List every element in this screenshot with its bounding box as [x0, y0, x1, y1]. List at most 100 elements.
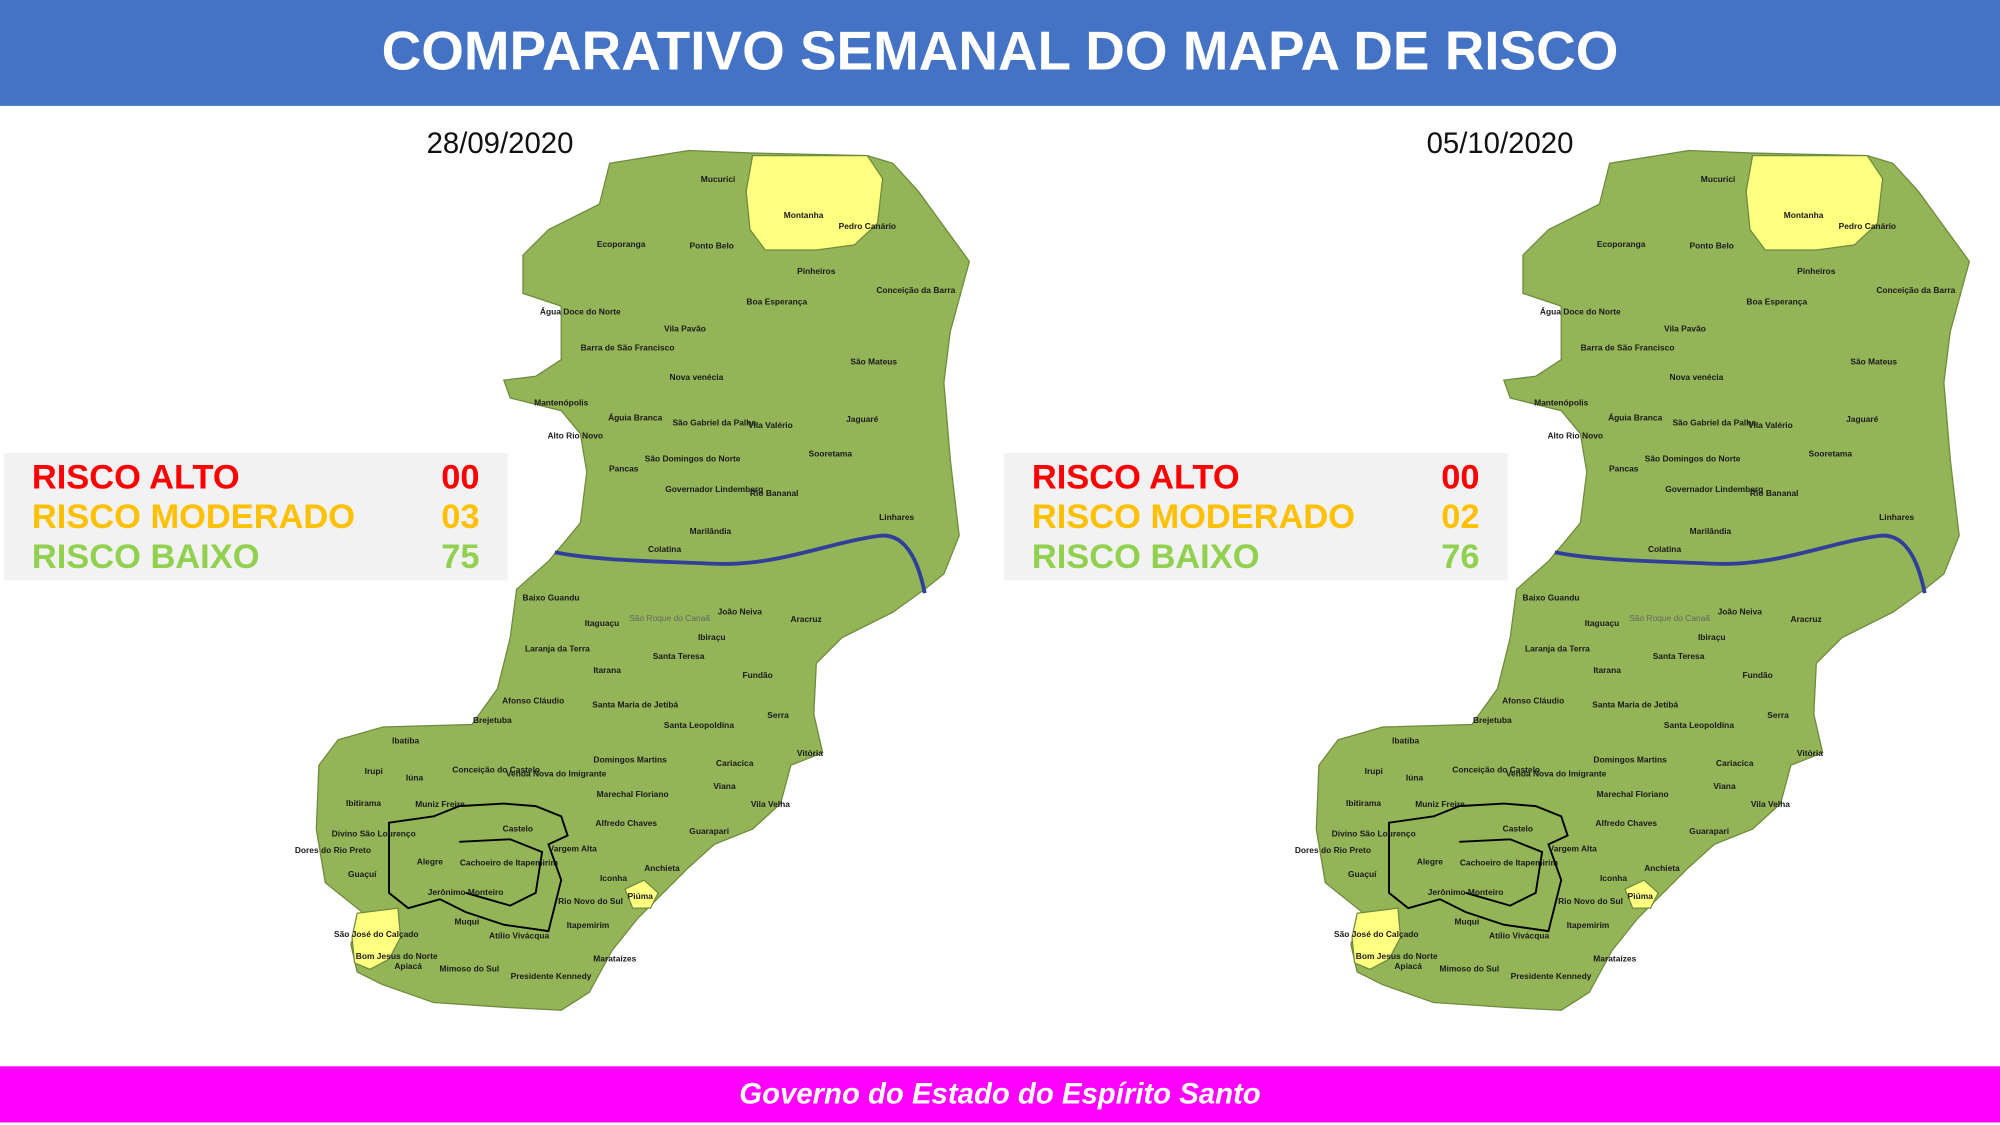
title: COMPARATIVO SEMANAL DO MAPA DE RISCO: [382, 19, 1619, 81]
municipality-label: Domingos Martins: [1593, 754, 1667, 764]
municipality-label: Jerônimo Monteiro: [1428, 887, 1504, 897]
municipality-label: São Domingos do Norte: [1645, 453, 1741, 463]
municipality-label: Colatina: [1648, 544, 1681, 554]
municipality-label: Boa Esperança: [746, 297, 807, 307]
municipality-label: Montanha: [784, 210, 824, 220]
municipality-label: Dores do Rio Preto: [1295, 845, 1371, 855]
municipality-label: Vila Pavão: [664, 323, 706, 333]
municipality-label: Santa Teresa: [1653, 651, 1705, 661]
municipality-label: Presidente Kennedy: [1511, 971, 1592, 981]
municipality-label: Laranja da Terra: [525, 643, 590, 653]
footer-bar: [0, 1066, 2000, 1123]
municipality-label: Santa Leopoldina: [664, 720, 734, 730]
municipality-label: Linhares: [1879, 512, 1914, 522]
state-map: Mucurici Montanha Pedro Canário Ecoporanga P…: [1295, 149, 1971, 1011]
state-shape: [315, 149, 971, 1011]
municipality-label: Muqui: [454, 916, 479, 926]
risk-count: 76: [1441, 538, 1479, 576]
municipality-label: São Mateus: [1850, 356, 1897, 366]
municipality-label: Apiacá: [394, 961, 422, 971]
municipality-label: Castelo: [1503, 823, 1533, 833]
region-border: [388, 802, 569, 933]
municipality-label: Cachoeiro de Itapemirim: [1460, 858, 1558, 868]
municipality-label: Guaçuí: [348, 869, 377, 879]
municipality-label: Muniz Freire: [415, 799, 465, 809]
municipality-label: Cariacica: [1716, 758, 1754, 768]
municipality-label: João Neiva: [718, 606, 763, 616]
municipality-label: Viana: [1713, 781, 1736, 791]
risk-count: 00: [1441, 459, 1479, 497]
municipality-label: Rio Novo do Sul: [1558, 896, 1623, 906]
municipality-label: Montanha: [1784, 210, 1824, 220]
municipality-label: Guaçuí: [1348, 869, 1377, 879]
municipality-label: Pedro Canário: [1839, 221, 1896, 231]
municipality-label: Conceição da Barra: [1876, 285, 1955, 295]
municipality-label: Rio Bananal: [1750, 488, 1799, 498]
municipality-label: Vargem Alta: [1549, 844, 1598, 854]
municipality-label: Bom Jesus do Norte: [356, 951, 438, 961]
municipality-label: Guarapari: [689, 826, 729, 836]
municipality-label: Governador Lindemberg: [1665, 484, 1763, 494]
municipality-label: Mimoso do Sul: [1439, 964, 1499, 974]
risk-label: RISCO MODERADO: [32, 498, 355, 536]
map-date: 05/10/2020: [1427, 127, 1574, 160]
municipality-label: Ibiraçu: [698, 632, 726, 642]
moderate-region: [351, 907, 402, 971]
municipality-label: Itaguaçu: [585, 618, 620, 628]
municipality-label: Colatina: [648, 544, 681, 554]
municipality-label: Dores do Rio Preto: [295, 845, 371, 855]
municipality-label: Fundão: [742, 670, 772, 680]
municipality-label: Nova venécia: [1670, 372, 1724, 382]
municipality-label: Marechal Floriano: [597, 789, 669, 799]
municipality-label: Ecoporanga: [1597, 239, 1646, 249]
municipality-label: Aracruz: [1790, 614, 1821, 624]
municipality-label: Alfredo Chaves: [1595, 818, 1657, 828]
municipality-label: São José do Calçado: [334, 929, 419, 939]
municipality-label: Laranja da Terra: [1525, 643, 1590, 653]
municipality-label: Pancas: [609, 464, 639, 474]
municipality-label: São José do Calçado: [1334, 929, 1419, 939]
municipality-label: Mucurici: [1701, 174, 1736, 184]
municipality-label: Boa Esperança: [1746, 297, 1807, 307]
municipality-label: Alegre: [417, 856, 443, 866]
municipality-label: Ibitirama: [1346, 798, 1381, 808]
municipality-label: Venda Nova do Imigrante: [1506, 768, 1607, 778]
municipality-label: Presidente Kennedy: [511, 971, 592, 981]
municipality-label: Divino São Lourenço: [332, 828, 416, 838]
municipality-label: Mimoso do Sul: [439, 964, 499, 974]
municipality-label: Vitória: [1797, 748, 1823, 758]
municipality-label: Água Doce do Norte: [540, 306, 621, 317]
risk-count: 00: [441, 459, 479, 497]
municipality-label: Vila Velha: [1751, 799, 1790, 809]
municipality-label: Itaguaçu: [1585, 618, 1620, 628]
municipality-label: Piúma: [1628, 891, 1654, 901]
municipality-label: Iúna: [1406, 772, 1424, 782]
municipality-label: Linhares: [879, 512, 914, 522]
municipality-label: Vitória: [797, 748, 823, 758]
municipality-label: Jaguaré: [1846, 414, 1879, 424]
municipality-label: Apiacá: [1394, 961, 1422, 971]
moderate-region: [1745, 154, 1884, 251]
municipality-label: Cariacica: [716, 758, 754, 768]
municipality-label: Aracruz: [790, 614, 821, 624]
municipality-label: Pancas: [1609, 464, 1639, 474]
municipality-label: Baixo Guandu: [1523, 592, 1580, 602]
risk-label: RISCO ALTO: [1032, 459, 1240, 497]
moderate-region: [1351, 907, 1402, 971]
municipality-label: São Gabriel da Palha: [1672, 418, 1756, 428]
municipality-label: Serra: [767, 710, 789, 720]
municipality-label: Guarapari: [1689, 826, 1729, 836]
municipality-label: Marechal Floriano: [1597, 789, 1669, 799]
municipality-label: Ibitirama: [346, 798, 381, 808]
municipality-label: Vila Valério: [1748, 420, 1793, 430]
municipality-label: Anchieta: [1644, 863, 1680, 873]
municipality-label: São Mateus: [850, 356, 897, 366]
municipality-label: Pinheiros: [1797, 266, 1836, 276]
maps: Mucurici Montanha Pedro Canário Ecoporanga P…: [3, 127, 1971, 1011]
municipality-label: Alto Rio Novo: [1547, 430, 1603, 440]
risk-label: RISCO BAIXO: [32, 538, 260, 576]
municipality-label: Iconha: [600, 873, 627, 883]
municipality-label: Iconha: [1600, 873, 1627, 883]
municipality-label: Vargem Alta: [549, 844, 598, 854]
municipality-label: Muniz Freire: [1415, 799, 1465, 809]
